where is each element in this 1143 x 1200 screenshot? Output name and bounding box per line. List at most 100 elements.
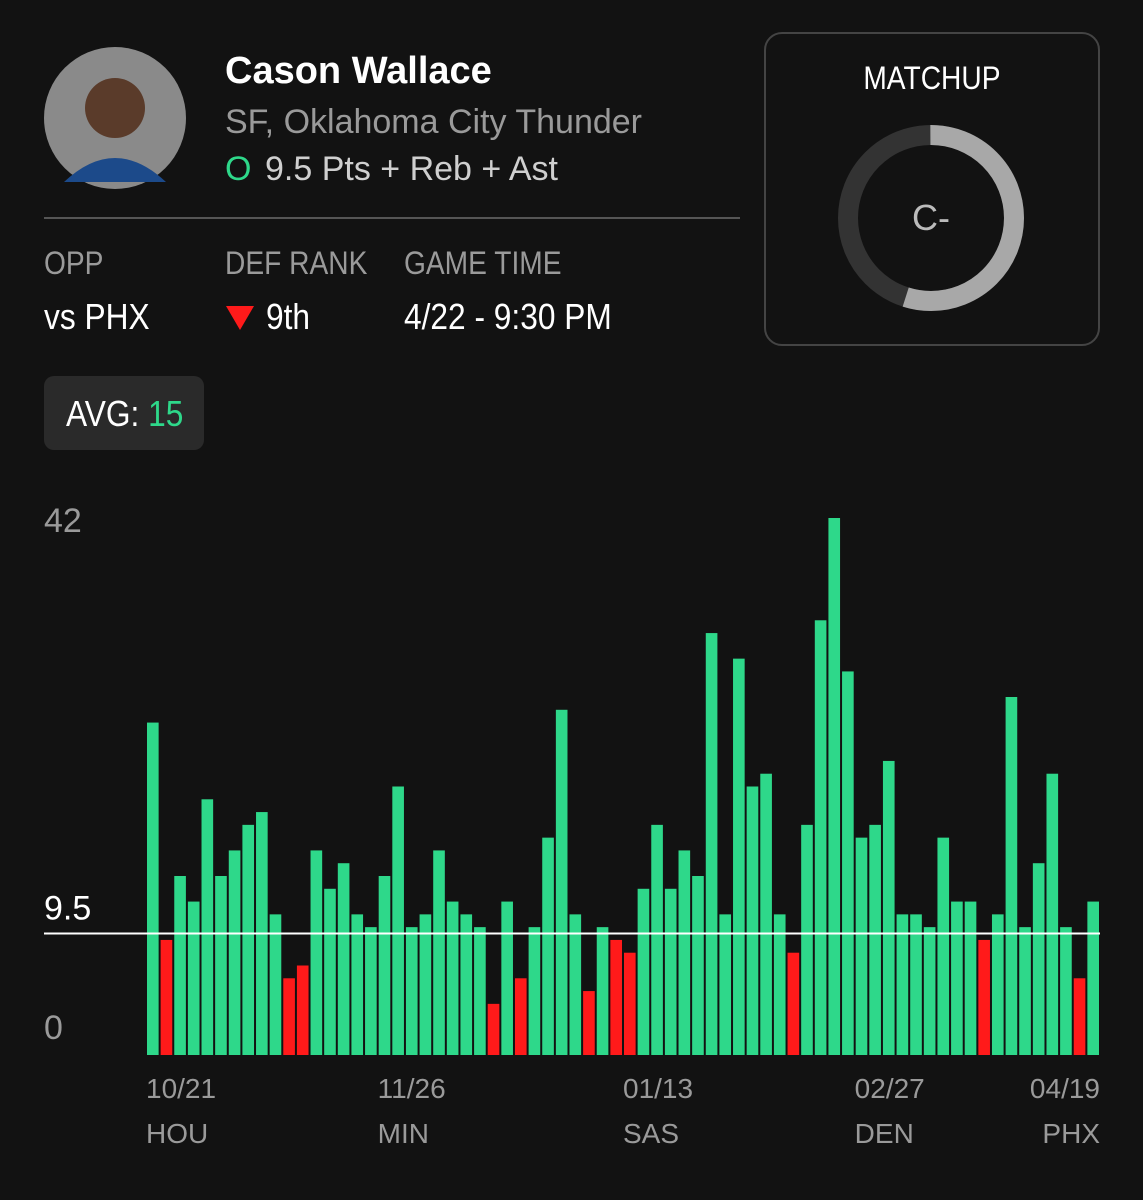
y-tick-label: 42	[44, 502, 82, 540]
x-tick-label: 01/13	[623, 1073, 693, 1104]
player-photo	[44, 47, 186, 189]
bar	[910, 914, 922, 1055]
chart: 0 42 10/21 HOU 11/26 MIN 01/13 SAS 02/27 DEN 04/19…	[44, 502, 1100, 1149]
player-name: Cason Wallace	[225, 50, 492, 92]
matchup-donut: C-	[838, 125, 1024, 311]
x-tick-label: 02/27	[855, 1073, 925, 1104]
bar	[746, 786, 759, 1055]
bar	[501, 901, 513, 1055]
bar	[283, 978, 295, 1055]
bar	[392, 786, 404, 1055]
x-tick-sublabel: DEN	[855, 1118, 914, 1149]
bar	[624, 952, 636, 1055]
x-tick-sublabel: MIN	[378, 1118, 429, 1149]
y-tick-label: 0	[44, 1009, 63, 1047]
bar	[324, 888, 336, 1055]
bar	[1005, 697, 1018, 1055]
bar	[814, 620, 827, 1055]
matchup-grade: C-	[912, 197, 950, 238]
bar	[310, 850, 323, 1055]
bar	[923, 927, 936, 1055]
bar	[1032, 863, 1045, 1055]
x-tick-label: 10/21	[146, 1073, 216, 1104]
bar	[446, 901, 459, 1055]
bar	[610, 939, 622, 1055]
bar	[937, 837, 950, 1055]
prop: 9.5 Pts + Reb + Ast	[265, 150, 558, 188]
bar	[187, 901, 200, 1055]
bar	[664, 888, 677, 1055]
bar	[828, 518, 841, 1055]
stat-label: DEF RANK	[225, 245, 368, 281]
stat-value: 9th	[266, 296, 311, 337]
bar	[787, 952, 800, 1055]
bar	[1087, 901, 1099, 1055]
x-tick-sublabel: HOU	[146, 1118, 208, 1149]
bar	[555, 709, 568, 1055]
bar	[964, 901, 977, 1055]
stat-value: vs PHX	[44, 296, 150, 337]
bar	[896, 914, 909, 1055]
bar	[433, 850, 445, 1055]
bar	[147, 722, 159, 1055]
bar	[215, 876, 227, 1055]
bar	[228, 850, 241, 1055]
bar	[651, 824, 663, 1055]
avg-label: AVG:	[66, 393, 140, 434]
bar	[855, 837, 868, 1055]
bar	[337, 863, 350, 1055]
bar	[1019, 927, 1031, 1055]
bar	[991, 914, 1004, 1055]
bar	[760, 773, 772, 1055]
bar	[160, 939, 173, 1055]
bar	[705, 633, 718, 1055]
bar	[869, 824, 881, 1055]
avg-line: AVG: 15	[66, 393, 183, 435]
bar	[296, 965, 309, 1055]
bar	[733, 658, 745, 1055]
bar	[365, 927, 377, 1055]
stat-label: GAME TIME	[404, 245, 562, 281]
bar	[351, 914, 364, 1055]
avg-value: 15	[148, 393, 184, 434]
bar	[514, 978, 527, 1055]
bar	[405, 927, 418, 1055]
x-tick-sublabel: PHX	[1042, 1118, 1100, 1149]
bar	[951, 901, 963, 1055]
bar	[569, 914, 582, 1055]
bar	[542, 837, 554, 1055]
bar	[1046, 773, 1059, 1055]
matchup-title-text: MATCHUP	[863, 60, 1001, 96]
bar	[596, 927, 609, 1055]
matchup-title: MATCHUP	[766, 60, 1098, 97]
avg-badge	[44, 376, 204, 450]
bar	[487, 1003, 500, 1055]
player-team: SF, Oklahoma City Thunder	[225, 103, 642, 141]
x-tick-sublabel: SAS	[623, 1118, 679, 1149]
bar	[528, 927, 541, 1055]
bar	[719, 914, 732, 1055]
bar	[1073, 978, 1086, 1055]
stat-label: OPP	[44, 245, 104, 281]
bar	[882, 760, 895, 1055]
bar	[801, 824, 813, 1055]
x-tick-label: 11/26	[378, 1073, 446, 1104]
bar	[637, 888, 650, 1055]
bar	[692, 876, 704, 1055]
bar	[419, 914, 432, 1055]
pick: O	[225, 150, 252, 188]
bar	[242, 824, 255, 1055]
bar	[269, 914, 282, 1055]
bar	[474, 927, 486, 1055]
bar	[174, 876, 186, 1055]
down-arrow	[226, 306, 254, 330]
bar	[201, 799, 214, 1055]
threshold-label: 9.5	[44, 890, 91, 928]
bar	[978, 939, 990, 1055]
x-tick-label: 04/19	[1030, 1073, 1100, 1104]
bar	[378, 876, 391, 1055]
bar	[460, 914, 473, 1055]
bar	[773, 914, 786, 1055]
bar	[842, 671, 854, 1055]
